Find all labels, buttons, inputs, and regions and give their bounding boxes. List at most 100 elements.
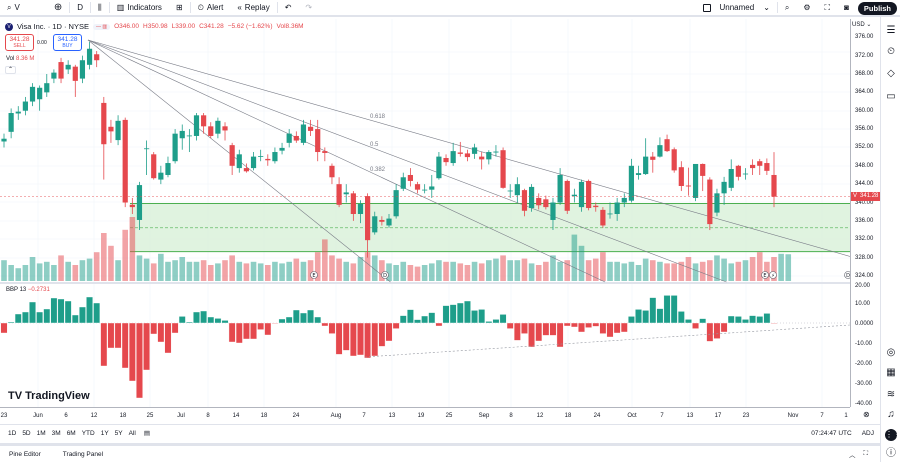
candle-body	[764, 163, 770, 171]
range-all[interactable]: All	[128, 429, 136, 437]
notifications-button[interactable]: ♫	[885, 409, 897, 421]
candle	[728, 159, 734, 192]
bbp-bar	[435, 322, 443, 327]
symbol-title: Visa Inc. · 1D · NYSE	[17, 22, 89, 31]
axis-settings-button[interactable]: ⊗	[863, 410, 870, 419]
chart-type-button[interactable]: ⫼	[91, 0, 109, 16]
time-label: Jun	[33, 413, 43, 419]
bbp-bar	[43, 308, 51, 324]
layers-button[interactable]: ◇	[885, 68, 897, 80]
bbp-bar	[342, 322, 350, 351]
bbp-bar	[399, 315, 407, 324]
tab-pine-editor[interactable]: Pine Editor	[9, 450, 41, 458]
date-range-icon[interactable]: ▤	[143, 430, 151, 437]
candle-body	[236, 154, 242, 169]
layout-button[interactable]: Unnamed ⌄	[696, 0, 777, 16]
event-marker-dividend[interactable]: D	[381, 271, 389, 280]
candle	[750, 159, 756, 175]
range-bar: 1D 5D 1M 3M 6M YTD 1Y 5Y All ▤ 07:24:47 UTC ADJ	[0, 424, 880, 441]
replay-button[interactable]: «Replay	[230, 0, 276, 16]
candle-body	[1, 138, 7, 142]
volume-bar	[257, 263, 264, 281]
time-label: 7	[820, 413, 824, 419]
symbol-search-button[interactable]: ⌕ V	[0, 0, 27, 16]
candle-body	[436, 156, 442, 179]
volume-bar	[322, 239, 328, 281]
snapshot-button[interactable]: ◙	[837, 0, 856, 16]
range-5y[interactable]: 5Y	[114, 429, 123, 437]
indicators-icon: ▥	[116, 3, 125, 12]
currency-selector[interactable]: USD ⌄	[852, 21, 872, 28]
range-1d[interactable]: 1D	[8, 429, 17, 437]
tradingview-logo[interactable]: TV TradingView	[8, 390, 90, 402]
clock[interactable]: 07:24:47 UTC	[811, 429, 852, 437]
chat-button[interactable]: ▭	[885, 91, 897, 103]
alert-button[interactable]: ⏲ Alert	[191, 0, 231, 16]
volume-bar	[478, 263, 485, 281]
alerts-button[interactable]: ⏲	[885, 46, 897, 58]
maximize-icon[interactable]: ⛶	[863, 450, 868, 457]
undo-button[interactable]: ↶	[278, 0, 299, 16]
plus-circle-icon: ⊕	[53, 2, 63, 13]
buy-button[interactable]: 341.28 BUY	[53, 34, 82, 51]
candle	[336, 177, 342, 208]
volume-bar	[699, 261, 706, 281]
candle-body	[51, 72, 57, 79]
time-axis[interactable]: 23 Jun 6 12 18 25 Jul 8 14 18 24 Aug 7 13 19 25 Sep 8 12 18…	[0, 407, 850, 424]
bbp-bar	[50, 297, 58, 324]
range-5d[interactable]: 5D	[22, 429, 31, 437]
candle	[357, 200, 364, 224]
event-marker-earnings[interactable]: E	[310, 271, 318, 280]
range-3m[interactable]: 3M	[51, 429, 61, 437]
bbp-bar	[385, 322, 393, 342]
range-1y[interactable]: 1Y	[100, 429, 109, 437]
chart-canvas[interactable]: 0.618 0.5 0.382 E D E ⚡ D	[0, 19, 850, 407]
bbp-bar	[29, 301, 36, 324]
publish-button[interactable]: Publish	[857, 2, 897, 15]
candle	[122, 117, 128, 208]
spread-value: 0.00	[37, 40, 47, 46]
price-axis[interactable]: 376.00 372.00 368.00 364.00 360.00 356.00 352.…	[850, 19, 880, 407]
screener-button[interactable]: ◎	[885, 347, 897, 359]
news-button[interactable]: ≋	[885, 389, 897, 401]
candle	[179, 124, 185, 150]
collapse-button[interactable]: ⌃	[5, 66, 16, 74]
chevron-up-icon[interactable]: ︿	[848, 452, 856, 459]
candle	[279, 142, 285, 155]
redo-button[interactable]: ↷	[298, 0, 319, 16]
candle	[543, 195, 549, 210]
buy-label: BUY	[62, 43, 73, 49]
candle	[493, 145, 499, 157]
templates-button[interactable]: ⊞	[169, 0, 190, 16]
tab-trading-panel[interactable]: Trading Panel	[62, 450, 104, 458]
event-marker-earnings[interactable]: E	[761, 271, 769, 280]
adjust-toggle[interactable]: ADJ	[861, 429, 874, 437]
price-label: 340.00	[855, 199, 874, 206]
bbp-bar	[357, 322, 364, 356]
bbp-bar	[335, 322, 343, 355]
symbol-label: V	[14, 3, 20, 12]
range-1m[interactable]: 1M	[36, 429, 46, 437]
watchlist-button[interactable]: ☰	[885, 25, 897, 37]
event-marker-split[interactable]: ⚡	[769, 271, 777, 280]
settings-button[interactable]: ⚙	[796, 0, 817, 16]
products-button[interactable]: ⋮⋮	[885, 429, 900, 441]
candle	[521, 188, 528, 217]
range-6m[interactable]: 6M	[66, 429, 76, 437]
volume-bar	[65, 261, 71, 281]
candle-body	[771, 174, 777, 197]
sell-button[interactable]: 341.28 SELL	[5, 34, 34, 51]
range-ytd[interactable]: YTD	[81, 429, 95, 437]
event-marker-dividend[interactable]: D	[844, 271, 851, 280]
collapse-legend-button[interactable]: — ▥	[92, 23, 111, 30]
change-value: −5.62 (−1.62%)	[227, 23, 273, 30]
indicators-button[interactable]: ▥ Indicators	[110, 0, 169, 16]
bbp-bar	[164, 322, 172, 354]
quick-search-button[interactable]: ⌕	[778, 0, 796, 16]
fullscreen-button[interactable]: ⛶	[818, 0, 838, 16]
calendar-button[interactable]: ▦	[885, 367, 897, 379]
compare-button[interactable]: ⊕	[47, 0, 69, 16]
volume-bar	[649, 260, 656, 281]
interval-button[interactable]: D	[70, 0, 90, 16]
help-button[interactable]: ⓘ	[885, 448, 897, 460]
